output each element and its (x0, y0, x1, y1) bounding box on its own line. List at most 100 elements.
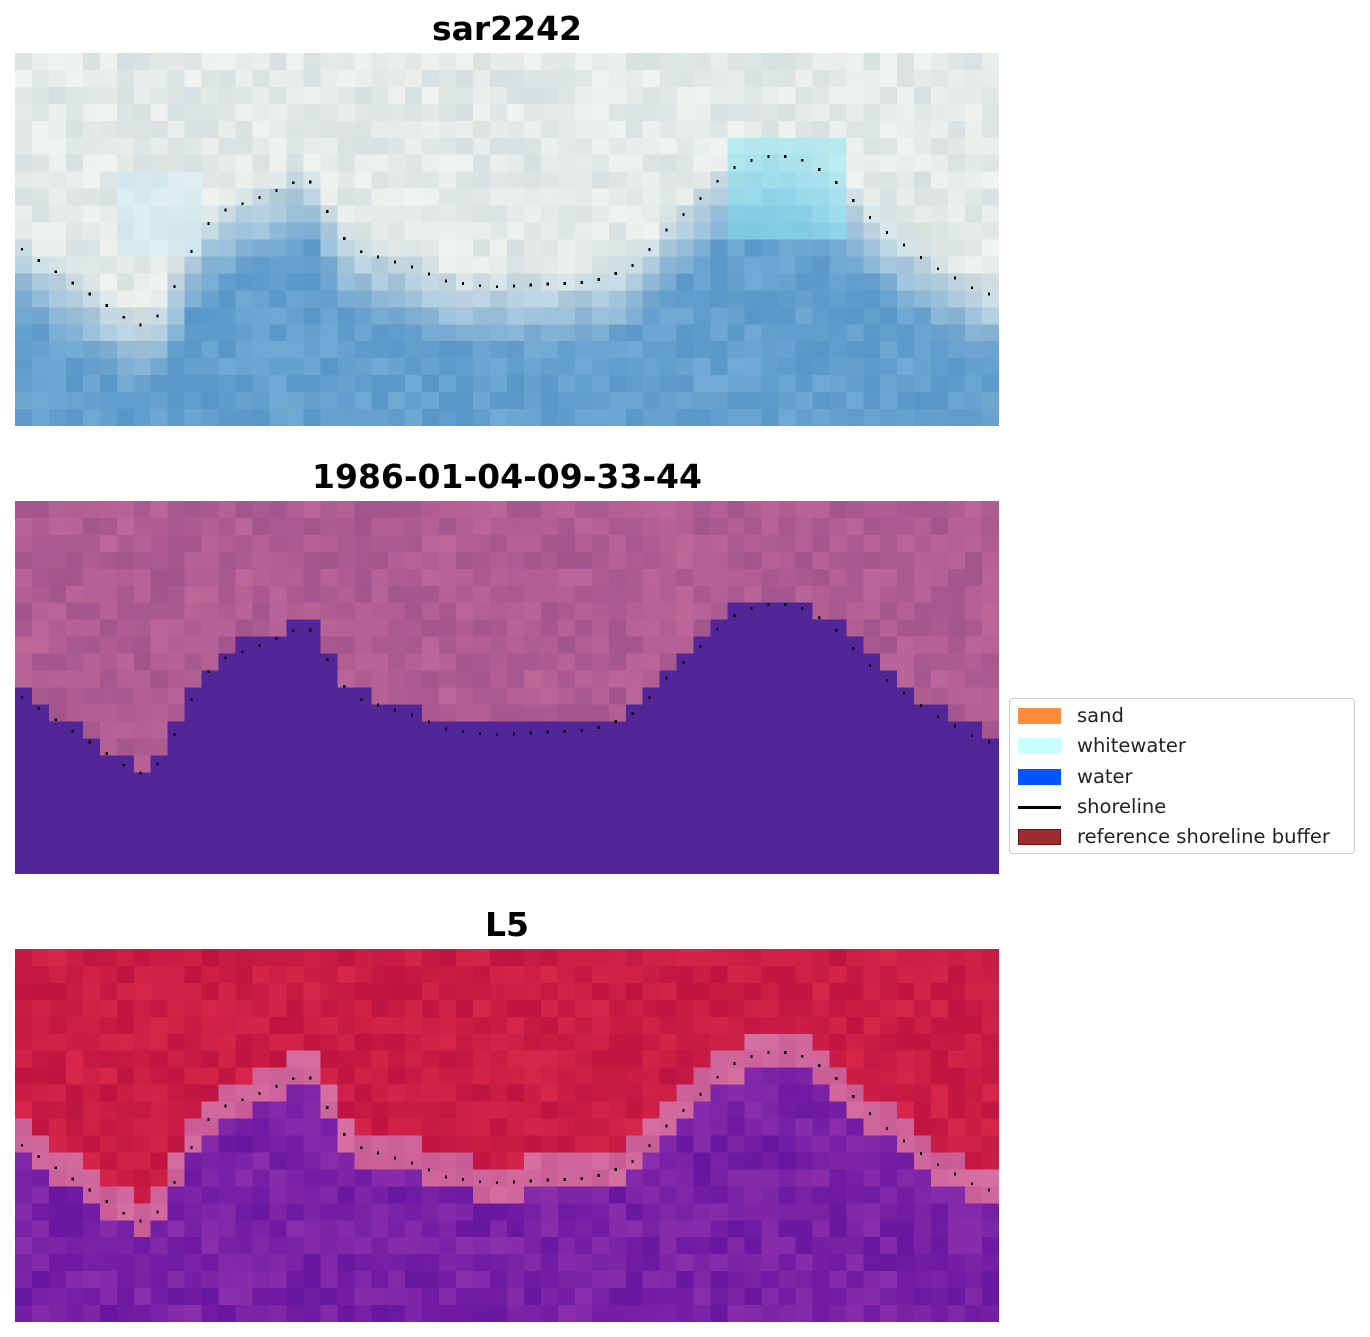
raster-cell (523, 1288, 542, 1306)
raster-cell (388, 409, 406, 426)
raster-cell (574, 823, 593, 841)
shoreline-dot (495, 285, 499, 289)
raster-cell (252, 534, 270, 553)
raster-cell (625, 69, 644, 88)
raster-cell (557, 239, 576, 257)
raster-cell (880, 1118, 898, 1136)
raster-cell (591, 1050, 610, 1069)
shoreline-dot (750, 607, 753, 611)
raster-cell (320, 358, 338, 376)
raster-cell (557, 965, 576, 984)
raster-cell (456, 1050, 474, 1069)
raster-cell (761, 1050, 779, 1069)
raster-cell (591, 290, 610, 308)
raster-cell (388, 1135, 406, 1153)
raster-cell (184, 501, 202, 519)
raster-cell (965, 290, 983, 308)
raster-cell (286, 823, 304, 841)
raster-cell (371, 1271, 389, 1289)
raster-cell (456, 568, 474, 587)
raster-cell (422, 86, 440, 105)
raster-cell (676, 1067, 694, 1085)
raster-cell (150, 222, 169, 240)
raster-cell (235, 1135, 253, 1153)
raster-cell (31, 1237, 50, 1255)
raster-cell (320, 86, 338, 105)
raster-cell (405, 1288, 423, 1306)
raster-cell (116, 1305, 135, 1322)
raster-cell (133, 307, 152, 325)
raster-cell (150, 324, 169, 342)
raster-cell (456, 1135, 474, 1153)
raster-cell (727, 823, 745, 841)
raster-cell (133, 205, 152, 223)
raster-cell (914, 1271, 932, 1289)
raster-cell (540, 501, 559, 519)
raster-cell (320, 137, 338, 156)
raster-cell (744, 857, 762, 874)
raster-cell (965, 585, 983, 604)
raster-cell (201, 840, 219, 858)
raster-cell (795, 1152, 813, 1170)
raster-cell (184, 273, 202, 291)
raster-cell (473, 687, 491, 705)
raster-cell (218, 1271, 236, 1289)
raster-cell (540, 738, 559, 756)
raster-cell (218, 704, 236, 722)
raster-cell (473, 341, 491, 359)
raster-cell (320, 1305, 338, 1322)
raster-cell (829, 1305, 847, 1322)
raster-cell (931, 534, 949, 553)
raster-cell (218, 307, 236, 325)
shoreline-dot (953, 724, 957, 728)
raster-cell (710, 636, 728, 654)
raster-cell (880, 1169, 898, 1187)
raster-cell (574, 602, 593, 621)
raster-cell (422, 982, 440, 1001)
raster-cell (65, 1237, 84, 1255)
raster-cell (422, 409, 440, 426)
raster-cell (676, 392, 694, 410)
raster-cell (846, 704, 864, 722)
raster-cell (422, 789, 440, 807)
raster-cell (863, 392, 881, 410)
raster-cell (727, 392, 745, 410)
raster-cell (829, 772, 847, 790)
raster-cell (693, 324, 711, 342)
raster-cell (269, 823, 287, 841)
raster-cell (965, 982, 983, 1001)
raster-cell (829, 188, 847, 206)
raster-cell (591, 857, 610, 874)
raster-cell (490, 358, 508, 376)
raster-cell (880, 551, 898, 570)
raster-cell (676, 1135, 694, 1153)
raster-cell (99, 1152, 118, 1170)
raster-cell (880, 137, 898, 156)
raster-cell (608, 103, 627, 122)
raster-cell (931, 120, 949, 139)
shoreline-dot (461, 281, 465, 285)
raster-cell (625, 949, 644, 967)
raster-cell (286, 1050, 304, 1069)
raster-cell (897, 324, 915, 342)
raster-cell (710, 619, 728, 637)
raster-cell (829, 1254, 847, 1272)
raster-cell (252, 772, 270, 790)
raster-cell (167, 69, 185, 88)
raster-cell (642, 1237, 661, 1255)
raster-cell (795, 653, 813, 671)
raster-cell (82, 585, 101, 604)
raster-cell (337, 256, 355, 274)
raster-cell (473, 1271, 491, 1289)
raster-cell (931, 290, 949, 308)
raster-cell (252, 375, 270, 393)
raster-cell (507, 1203, 525, 1221)
raster-cell (31, 1135, 50, 1153)
raster-cell (320, 789, 338, 807)
raster-cell (167, 120, 185, 139)
raster-cell (557, 273, 576, 291)
raster-cell (422, 1084, 440, 1102)
raster-cell (456, 789, 474, 807)
raster-cell (507, 409, 525, 426)
raster-cell (778, 69, 796, 88)
